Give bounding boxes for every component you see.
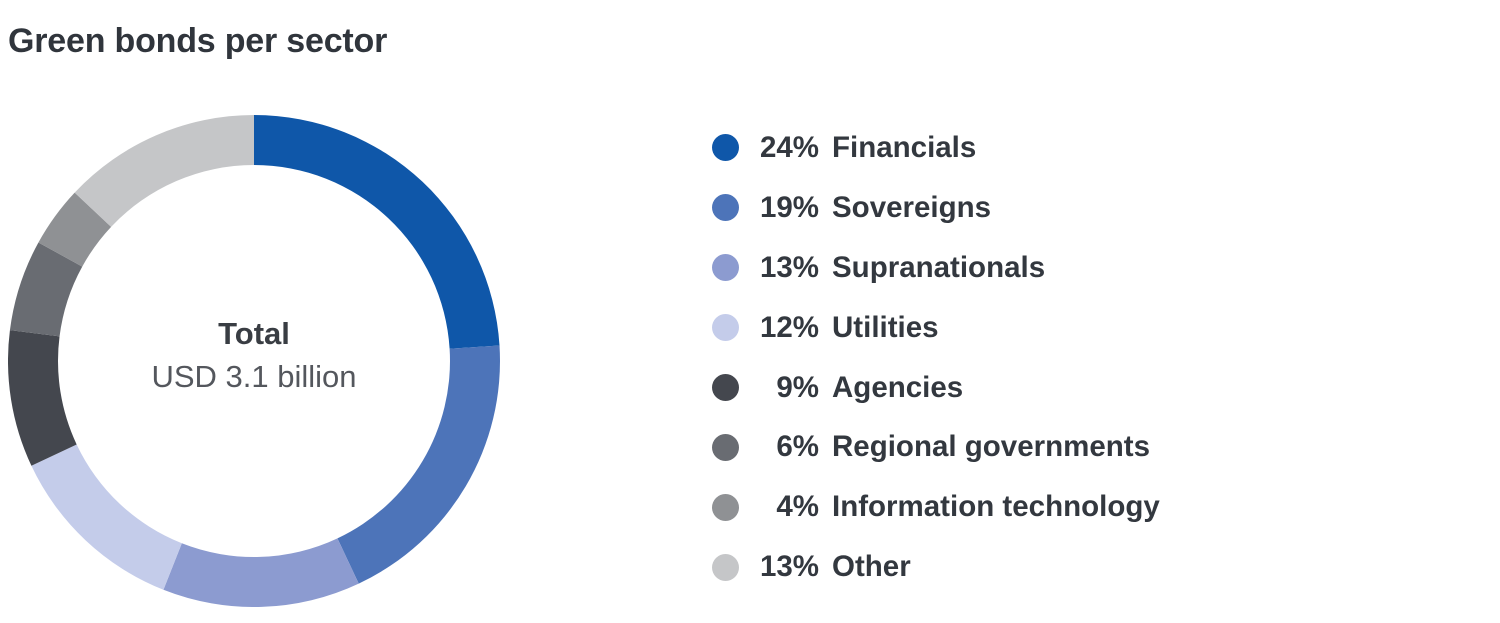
legend-percent: 13% bbox=[759, 550, 819, 584]
legend-item-other: 13% Other bbox=[712, 537, 1160, 597]
legend-label: Other bbox=[832, 550, 911, 584]
donut-slice-supranationals bbox=[163, 538, 359, 607]
legend-label: Agencies bbox=[832, 370, 964, 404]
legend-percent: 4% bbox=[776, 490, 819, 524]
legend-percent: 19% bbox=[759, 190, 819, 224]
legend-percent: 6% bbox=[776, 430, 819, 464]
donut-slice-agencies bbox=[8, 330, 77, 466]
chart-title: Green bonds per sector bbox=[8, 22, 388, 60]
legend-item-information-technology: 4% Information technology bbox=[712, 477, 1160, 537]
legend-percent: 9% bbox=[776, 370, 819, 404]
donut-chart-svg bbox=[8, 115, 500, 607]
legend-swatch-icon bbox=[712, 433, 739, 461]
legend-swatch-icon bbox=[712, 134, 739, 162]
donut-slice-regional-governments bbox=[9, 242, 83, 337]
legend-percent: 13% bbox=[759, 250, 819, 284]
legend-label: Financials bbox=[832, 130, 977, 164]
legend-item-supranationals: 13% Supranationals bbox=[712, 238, 1160, 298]
legend-percent: 24% bbox=[759, 130, 819, 164]
legend-item-regional-governments: 6% Regional governments bbox=[712, 417, 1160, 477]
legend-label: Sovereigns bbox=[832, 190, 992, 224]
legend-label: Information technology bbox=[832, 490, 1160, 524]
legend-item-agencies: 9% Agencies bbox=[712, 358, 1160, 418]
legend-label: Regional governments bbox=[832, 430, 1151, 464]
legend-swatch-icon bbox=[712, 254, 739, 282]
donut-chart: Total USD 3.1 billion bbox=[8, 115, 500, 607]
legend-item-sovereigns: 19% Sovereigns bbox=[712, 178, 1160, 238]
donut-slice-information-technology bbox=[38, 192, 112, 267]
donut-slice-other bbox=[74, 115, 254, 227]
legend-swatch-icon bbox=[712, 493, 739, 521]
legend: 24% Financials 19% Sovereigns 13% Supranation… bbox=[712, 118, 1160, 597]
donut-slice-sovereigns bbox=[337, 345, 500, 584]
legend-swatch-icon bbox=[712, 374, 739, 401]
legend-swatch-icon bbox=[712, 194, 739, 222]
donut-slice-financials bbox=[254, 115, 500, 349]
legend-swatch-icon bbox=[712, 553, 739, 581]
legend-item-financials: 24% Financials bbox=[712, 118, 1160, 178]
legend-item-utilities: 12% Utilities bbox=[712, 298, 1160, 358]
legend-percent: 12% bbox=[759, 310, 819, 344]
legend-label: Supranationals bbox=[832, 250, 1046, 284]
donut-slice-utilities bbox=[31, 444, 182, 590]
legend-swatch-icon bbox=[712, 314, 739, 342]
legend-label: Utilities bbox=[832, 310, 939, 344]
